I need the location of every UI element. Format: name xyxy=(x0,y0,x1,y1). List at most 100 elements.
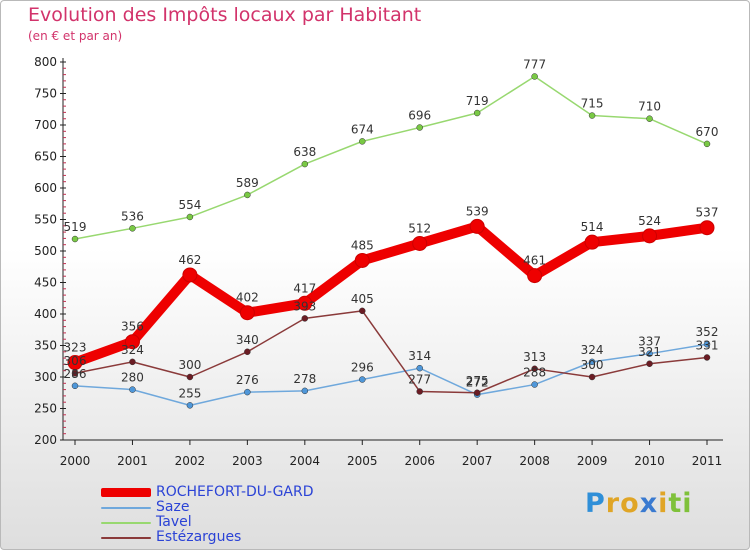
data-label: 696 xyxy=(408,109,431,123)
data-label: 278 xyxy=(293,372,316,386)
data-label: 536 xyxy=(121,209,144,223)
y-tick-label: 450 xyxy=(34,276,57,290)
logo-letter: P xyxy=(585,488,606,519)
legend-item-rochefort: ROCHEFORT-DU-GARD xyxy=(101,485,314,500)
data-label: 300 xyxy=(178,358,201,372)
legend: ROCHEFORT-DU-GARD Saze Tavel Estézargues xyxy=(101,485,314,545)
data-label: 417 xyxy=(293,281,316,295)
data-label: 280 xyxy=(121,371,144,385)
data-point xyxy=(359,307,366,315)
data-point xyxy=(129,225,136,232)
data-label: 314 xyxy=(408,349,431,363)
data-point xyxy=(699,220,715,236)
data-point xyxy=(703,340,711,348)
data-label: 313 xyxy=(523,350,546,364)
data-point xyxy=(527,268,543,284)
x-tick-label: 2002 xyxy=(175,454,206,468)
y-tick-label: 750 xyxy=(34,87,57,101)
logo-letter: x xyxy=(639,488,659,519)
data-label: 710 xyxy=(638,100,661,114)
x-tick-label: 2004 xyxy=(290,454,321,468)
data-point xyxy=(129,386,136,393)
data-label: 462 xyxy=(178,253,201,267)
series-line xyxy=(70,221,712,368)
data-point xyxy=(67,355,83,371)
proxiti-logo: Proxiti xyxy=(585,488,693,519)
y-tick-label: 250 xyxy=(34,402,57,416)
y-tick-label: 400 xyxy=(34,307,57,321)
legend-item-tavel: Tavel xyxy=(101,515,314,530)
data-point xyxy=(359,138,366,145)
data-point xyxy=(301,315,309,322)
data-label: 286 xyxy=(64,367,87,381)
data-label: 393 xyxy=(293,299,316,313)
data-label: 300 xyxy=(581,358,604,372)
y-tick-label: 550 xyxy=(34,213,57,227)
data-point xyxy=(703,354,711,361)
x-tick-label: 2008 xyxy=(519,454,550,468)
y-tick-label: 200 xyxy=(34,433,57,447)
x-tick-label: 2003 xyxy=(232,454,263,468)
data-point xyxy=(244,388,251,396)
x-tick-label: 2007 xyxy=(462,454,493,468)
data-label: 337 xyxy=(638,335,661,349)
legend-swatch-saze xyxy=(101,506,151,509)
data-point xyxy=(646,350,653,357)
data-point xyxy=(646,360,653,368)
data-point xyxy=(359,376,366,383)
data-labels: 519 536 554 589 638 674 696 719 777 715 710 670 286 2… xyxy=(64,57,719,400)
y-tick-label: 800 xyxy=(34,55,57,69)
data-label: 537 xyxy=(696,206,719,220)
legend-label-rochefort: ROCHEFORT-DU-GARD xyxy=(156,484,314,500)
data-label: 461 xyxy=(523,254,546,268)
data-point xyxy=(703,140,711,148)
data-label: 275 xyxy=(466,374,489,388)
data-point xyxy=(71,235,79,243)
data-label: 539 xyxy=(466,204,489,218)
chart-title: Evolution des Impôts locaux par Habitant xyxy=(28,4,422,26)
data-label: 514 xyxy=(581,220,604,234)
x-tick-label: 2001 xyxy=(117,454,148,468)
data-point xyxy=(354,252,370,268)
data-point xyxy=(182,267,198,283)
logo-letter: t xyxy=(668,488,683,519)
x-tick-label: 2009 xyxy=(577,454,608,468)
data-label: 331 xyxy=(696,338,719,352)
data-point xyxy=(584,234,600,250)
data-label: 485 xyxy=(351,238,374,252)
y-tick-label: 600 xyxy=(34,181,57,195)
data-point xyxy=(642,228,658,244)
logo-letter: o xyxy=(620,488,640,519)
data-point xyxy=(473,389,481,396)
data-label: 670 xyxy=(696,125,719,139)
y-tick-label: 300 xyxy=(34,370,57,384)
logo-letter: i xyxy=(682,488,693,519)
data-label: 321 xyxy=(638,345,661,359)
legend-item-estezargues: Estézargues xyxy=(101,530,314,545)
data-label: 524 xyxy=(638,214,661,228)
data-point xyxy=(239,305,255,321)
data-point xyxy=(473,109,481,117)
data-point xyxy=(244,191,251,199)
data-label: 674 xyxy=(351,122,374,136)
y-tick-label: 650 xyxy=(34,150,57,164)
data-point xyxy=(71,382,79,390)
data-label: 715 xyxy=(581,97,604,111)
data-label: 589 xyxy=(236,176,259,190)
x-tick-label: 2005 xyxy=(347,454,378,468)
data-label: 638 xyxy=(293,145,316,159)
data-label: 323 xyxy=(64,341,87,355)
data-label: 340 xyxy=(236,333,259,347)
data-point xyxy=(301,160,309,168)
data-label: 719 xyxy=(466,94,489,108)
data-label: 288 xyxy=(523,366,546,380)
data-label: 272 xyxy=(466,376,489,390)
legend-swatch-estezargues xyxy=(101,536,151,539)
data-point xyxy=(416,124,423,131)
data-label: 352 xyxy=(696,325,719,339)
y-tick-label: 350 xyxy=(34,339,57,353)
y-tick-label: 500 xyxy=(34,244,57,258)
legend-label-saze: Saze xyxy=(156,499,190,515)
legend-swatch-tavel xyxy=(101,521,151,524)
